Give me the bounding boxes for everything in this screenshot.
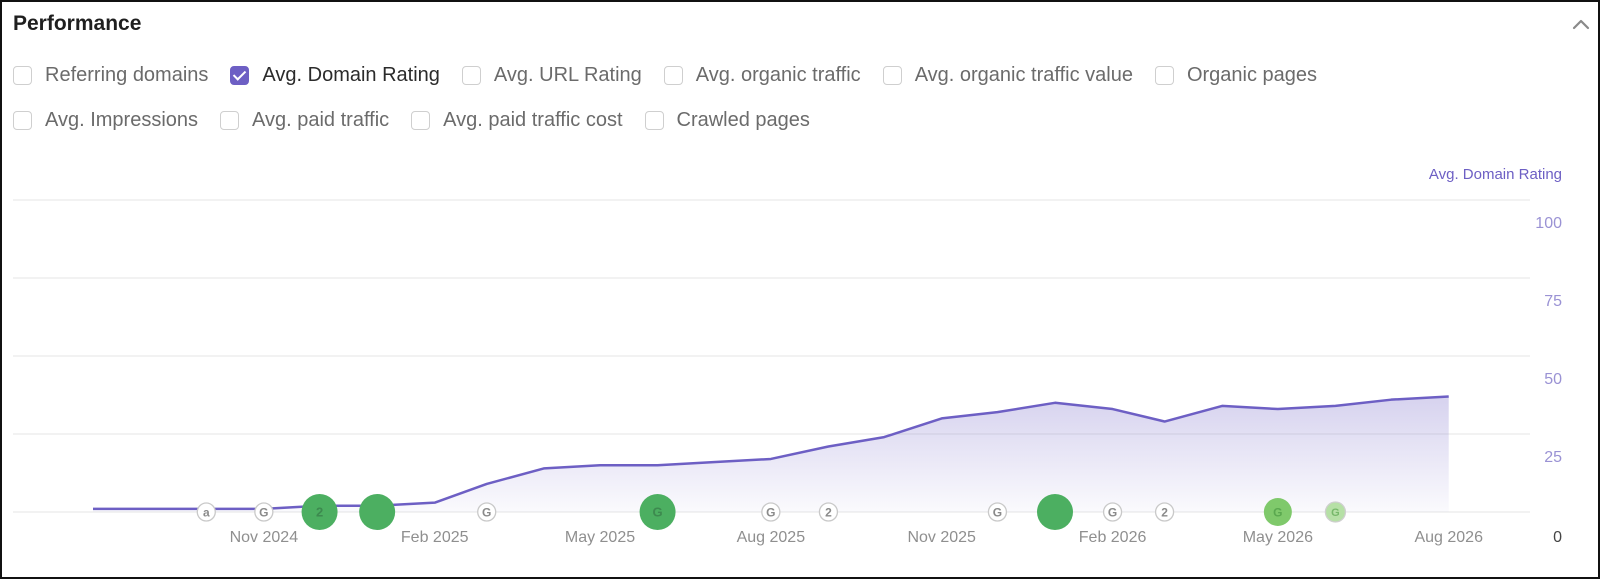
event-marker-circle	[1102, 502, 1123, 522]
event-marker-circle	[254, 502, 274, 522]
metric-label: Avg. URL Rating	[493, 64, 642, 86]
y-tick-label: 50	[1544, 371, 1562, 388]
checkbox-box[interactable]	[461, 66, 481, 85]
metric-checkbox-avg-organic-traffic-value[interactable]: Avg. organic traffic value	[882, 64, 1133, 87]
y-tick-label: 75	[1544, 293, 1562, 310]
checkbox-box[interactable]	[1154, 66, 1174, 85]
event-marker: 2	[1154, 502, 1175, 522]
x-tick-label: May 2026	[1243, 529, 1313, 546]
y-tick-label: 25	[1544, 449, 1562, 466]
checkbox-box[interactable]	[882, 66, 902, 85]
checkbox-box[interactable]	[13, 66, 32, 85]
y-axis-title: Avg. Domain Rating	[1428, 166, 1562, 183]
event-marker: 2	[818, 502, 839, 522]
metric-checkbox-row-1: Referring domains Avg. Domain Rating Avg…	[13, 64, 1339, 87]
metric-label: Avg. paid traffic cost	[443, 109, 623, 131]
metric-checkbox-avg-paid-traffic-cost[interactable]: Avg. paid traffic cost	[411, 109, 623, 132]
metric-checkbox-organic-pages[interactable]: Organic pages	[1154, 64, 1318, 87]
event-marker-circle	[761, 502, 781, 522]
event-marker-label: G	[766, 505, 775, 519]
event-marker-circle	[1154, 502, 1175, 522]
event-marker-circle	[196, 502, 216, 522]
event-marker: G	[987, 502, 1008, 522]
metric-checkbox-crawled-pages[interactable]: Crawled pages	[644, 109, 810, 132]
event-marker-label: 2	[316, 505, 323, 520]
x-tick-label: Nov 2024	[230, 529, 299, 546]
event-marker-label: a	[203, 505, 210, 519]
event-marker-label: 2	[825, 505, 832, 519]
x-tick-label: Nov 2025	[907, 529, 976, 546]
event-marker-circle	[1324, 501, 1347, 523]
event-marker: G	[639, 494, 676, 530]
metric-label: Organic pages	[1186, 64, 1318, 86]
checkbox-box[interactable]	[230, 66, 250, 85]
event-marker-circle	[477, 502, 497, 522]
x-tick-label: May 2025	[565, 529, 635, 546]
panel-title: Performance	[13, 12, 142, 35]
checkbox-box[interactable]	[644, 111, 664, 130]
checkbox-box[interactable]	[411, 111, 431, 130]
event-marker-label: G	[259, 505, 268, 519]
event-marker: G	[477, 502, 497, 522]
metric-label: Avg. paid traffic	[252, 109, 390, 131]
event-marker	[1037, 494, 1073, 530]
metric-label: Crawled pages	[676, 109, 810, 131]
event-marker: G	[1324, 501, 1347, 523]
event-marker: G	[1263, 498, 1292, 526]
x-tick-label: Aug 2025	[737, 529, 806, 546]
metric-checkbox-referring-domains[interactable]: Referring domains	[13, 64, 208, 87]
event-marker-circle	[301, 494, 338, 530]
event-marker: G	[254, 502, 274, 522]
y-tick-label: 0	[1553, 529, 1562, 546]
event-marker-label: 2	[1161, 505, 1168, 519]
event-marker-label: G	[1331, 507, 1340, 519]
checkbox-box[interactable]	[13, 111, 32, 130]
event-marker-circle	[639, 494, 676, 530]
event-marker: a	[196, 502, 216, 522]
series-area-fill	[93, 396, 1449, 512]
event-marker-circle	[1263, 498, 1292, 526]
metric-checkbox-avg-impressions[interactable]: Avg. Impressions	[13, 109, 198, 132]
event-marker-circle	[1037, 494, 1073, 530]
x-tick-label: Feb 2026	[1079, 529, 1147, 546]
checkbox-box[interactable]	[663, 66, 683, 85]
event-markers: a G 2 G G G 2 G G 2 G G	[196, 494, 1347, 530]
metric-label: Avg. Domain Rating	[262, 64, 440, 86]
y-tick-labels: 0 25 50 75 100	[1535, 215, 1562, 546]
event-marker-label: G	[1273, 505, 1282, 519]
event-marker-circle	[987, 502, 1008, 522]
event-marker-label: G	[1108, 505, 1117, 519]
metric-label: Avg. organic traffic value	[914, 64, 1133, 86]
metric-checkbox-row-2: Avg. Impressions Avg. paid traffic Avg. …	[13, 109, 832, 132]
metric-checkbox-avg-paid-traffic[interactable]: Avg. paid traffic	[220, 109, 389, 132]
event-marker-label: G	[482, 505, 491, 519]
y-tick-label: 100	[1535, 215, 1562, 232]
x-tick-label: Aug 2026	[1414, 529, 1483, 546]
event-marker	[359, 494, 396, 530]
event-marker-label: G	[993, 505, 1002, 519]
chevron-up-icon[interactable]	[1570, 14, 1592, 36]
event-marker: G	[1102, 502, 1123, 522]
event-marker: G	[761, 502, 781, 522]
event-marker-label: G	[653, 505, 663, 520]
metric-checkbox-avg-domain-rating[interactable]: Avg. Domain Rating	[230, 64, 440, 87]
metric-label: Referring domains	[45, 64, 209, 86]
series-area	[93, 395, 1449, 512]
metric-checkbox-avg-url-rating[interactable]: Avg. URL Rating	[461, 64, 642, 87]
event-marker: 2	[301, 494, 338, 530]
event-marker-circle	[818, 502, 839, 522]
metric-label: Avg. Impressions	[45, 109, 199, 131]
checkbox-box[interactable]	[220, 111, 240, 130]
x-tick-labels: Nov 2024 Feb 2025 May 2025 Aug 2025 Nov 2025…	[230, 529, 1483, 546]
metric-label: Avg. organic traffic	[695, 64, 861, 86]
x-tick-label: Feb 2025	[401, 529, 469, 546]
metric-checkbox-avg-organic-traffic[interactable]: Avg. organic traffic	[663, 64, 861, 87]
event-marker-circle	[359, 494, 396, 530]
